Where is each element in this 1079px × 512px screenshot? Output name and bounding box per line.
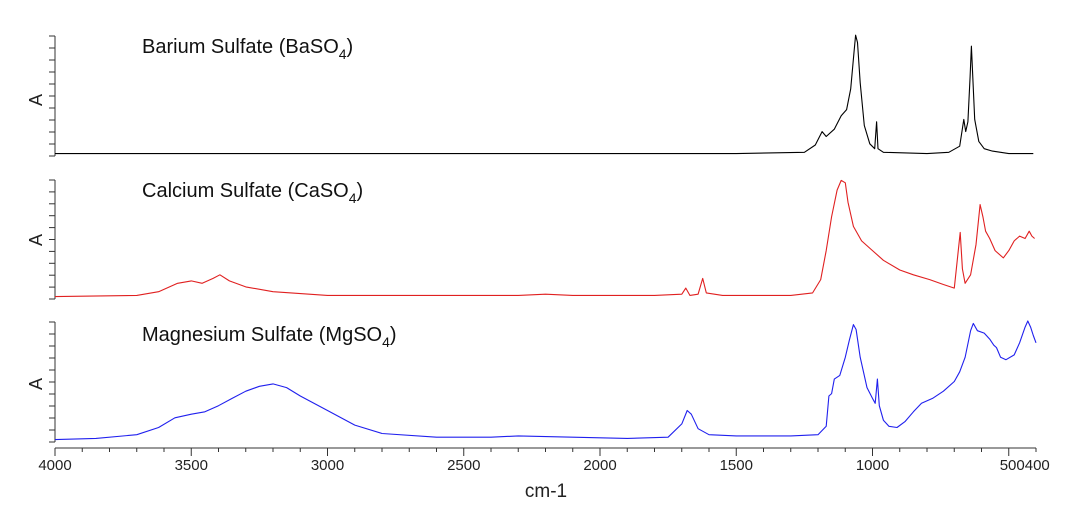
x-tick-label: 2500 (447, 457, 480, 474)
spectrum-line (55, 34, 1034, 155)
x-tick-label: 3500 (175, 457, 208, 474)
x-tick-label: 4000 (38, 457, 71, 474)
x-tick-label: 1000 (856, 457, 889, 474)
spectrum-line (54, 320, 1037, 441)
panel-title: Calcium Sulfate (CaSO4) (142, 180, 363, 206)
y-axis-label: A (26, 378, 46, 390)
spectrum-panel-2: A Calcium Sulfate (CaSO4) (26, 179, 1035, 300)
y-axis-label: A (26, 94, 46, 106)
x-axis-label: cm-1 (525, 481, 567, 502)
spectrum-line (54, 179, 1035, 298)
y-axis-label: A (26, 234, 46, 246)
x-tick-label: 3000 (311, 457, 344, 474)
spectrum-panel-3: A Magnesium Sulfate (MgSO4) (26, 320, 1037, 443)
spectrum-panel-1: A Barium Sulfate (BaSO4) (26, 34, 1034, 157)
x-tick-label: 500400 (1000, 457, 1050, 474)
x-tick-label: 1500 (720, 457, 753, 474)
panel-title: Barium Sulfate (BaSO4) (142, 36, 353, 62)
panel-title: Magnesium Sulfate (MgSO4) (142, 324, 397, 350)
x-tick-label: 2000 (583, 457, 616, 474)
